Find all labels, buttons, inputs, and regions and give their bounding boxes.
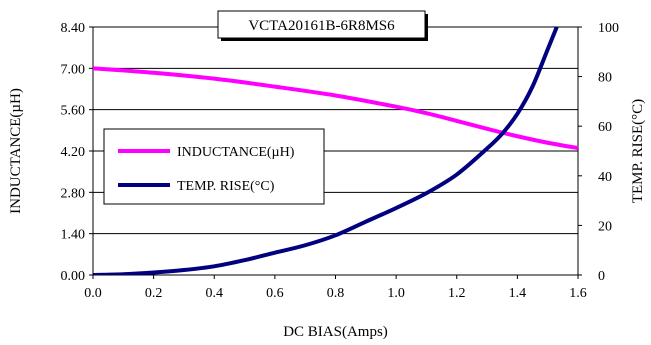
chart-title-box: VCTA20161B-6R8MS6: [217, 10, 428, 41]
x-tick-label: 0.6: [266, 286, 284, 301]
x-axis-label: DC BIAS(Amps): [283, 324, 388, 340]
y-left-axis-ticks: 0.00 1.40 2.80 4.20 5.60 7.00 8.40: [61, 21, 93, 284]
series-line-inductance: [93, 66, 578, 151]
legend-label-temp-rise: TEMP. RISE(°C): [177, 179, 275, 194]
y-left-tick-label: 8.40: [61, 21, 86, 36]
chart-title: VCTA20161B-6R8MS6: [248, 18, 395, 34]
x-tick-label: 0.0: [84, 286, 102, 301]
y-right-axis-label: TEMP. RISE(°C): [630, 99, 646, 203]
y-right-tick-label: 40: [598, 170, 612, 185]
x-tick-label: 1.6: [569, 286, 587, 301]
y-left-tick-label: 0.00: [61, 269, 86, 284]
x-tick-label: 0.8: [327, 286, 345, 301]
y-left-tick-label: 7.00: [61, 62, 86, 77]
x-tick-label: 1.2: [448, 286, 466, 301]
series-line-temp-rise: [93, 26, 559, 275]
y-left-tick-label: 2.80: [61, 186, 86, 201]
y-left-tick-label: 5.60: [61, 104, 86, 119]
y-right-tick-label: 20: [598, 219, 612, 234]
legend-box: [103, 128, 325, 205]
x-axis-ticks: 0.0 0.2 0.4 0.6 0.8 1.0 1.2 1.4 1.6: [84, 275, 587, 301]
y-left-axis-label: INDUCTANCE(µH): [8, 88, 24, 214]
y-left-tick-label: 4.20: [61, 145, 86, 160]
y-right-tick-label: 0: [598, 269, 605, 284]
x-tick-label: 1.4: [509, 286, 527, 301]
x-tick-label: 1.0: [387, 286, 405, 301]
series-layer: [93, 26, 578, 275]
y-right-axis-ticks: 0 20 40 60 80 100: [578, 21, 619, 284]
y-right-tick-label: 80: [598, 71, 612, 86]
x-tick-label: 0.4: [206, 286, 224, 301]
x-tick-label: 0.2: [145, 286, 163, 301]
y-right-tick-label: 60: [598, 120, 612, 135]
legend: INDUCTANCE(µH) TEMP. RISE(°C): [103, 128, 325, 205]
legend-label-inductance: INDUCTANCE(µH): [177, 145, 295, 160]
y-right-tick-label: 100: [598, 21, 619, 36]
y-left-tick-label: 1.40: [61, 228, 86, 243]
